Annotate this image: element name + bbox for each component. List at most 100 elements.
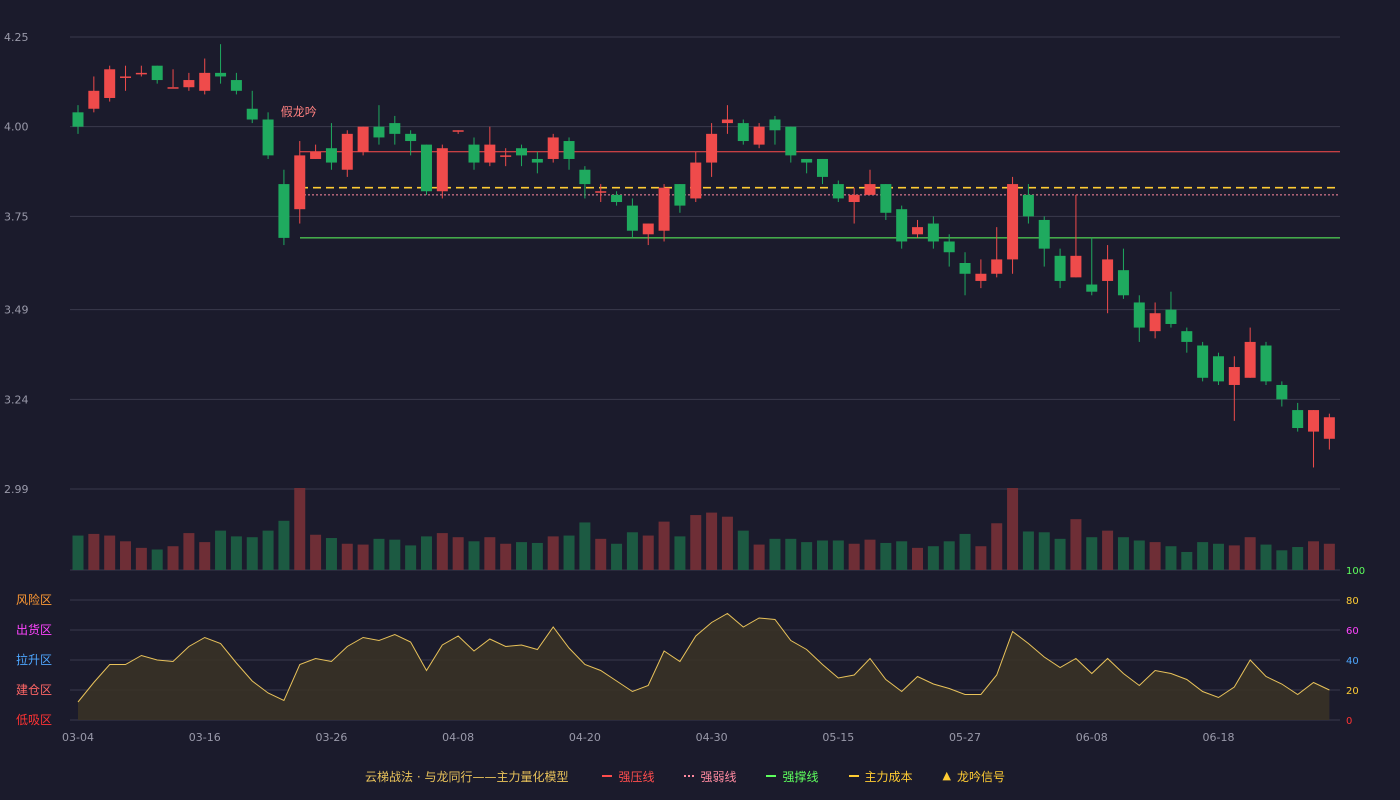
volume-bar [436,533,448,570]
date-tick-label: 03-04 [62,731,94,744]
candle-body [1165,309,1177,324]
signal-marker: 假龙吟 [281,104,317,119]
candle-body [721,119,733,124]
volume-bar [626,532,638,570]
candle [183,72,195,91]
candle [167,69,179,89]
candle-body [1323,417,1335,439]
candle [1133,295,1145,342]
candle [1276,381,1288,407]
candle [310,144,322,159]
volume-bar [563,535,575,570]
volume-bar [262,530,274,570]
candle [452,130,464,134]
candle-body [310,151,322,159]
candle [579,166,591,199]
candle [104,65,116,102]
candle-body [753,126,765,145]
legend-item-weak-line[interactable]: 强弱线 [684,768,736,785]
candle-body [452,130,464,132]
candle-body [690,162,702,199]
candle-body [104,69,116,98]
volume-bar [357,544,369,570]
candle-body [658,187,670,231]
legend-item-strong-support[interactable]: 强撑线 [766,768,819,785]
candle-body [1086,284,1098,292]
candle-body [801,158,813,163]
candle [151,65,163,84]
price-tick-label: 3.75 [4,210,29,223]
candle [864,169,876,195]
legend-item-signal[interactable]: ▲ 龙吟信号 [943,768,1005,785]
volume-bar [341,543,353,570]
volume-bar [72,535,84,570]
line-icon [766,775,777,777]
candles [72,44,1335,468]
indicator-area [78,613,1330,720]
candle [516,144,528,167]
candle-body [816,158,828,177]
volume-bar [278,520,290,570]
volume-bar [104,535,116,570]
candle-body [706,133,718,163]
indicator-line [77,612,1330,703]
candle [721,105,733,134]
volume-bar [151,549,163,570]
volume-bar [420,536,432,570]
candle-body [120,76,132,78]
candle-body [1149,313,1161,332]
price-tick-label: 4.00 [4,121,29,134]
volume-bar [484,537,496,570]
volume-bars [72,488,1335,570]
date-tick-label: 04-30 [696,731,728,744]
candle [199,58,211,95]
candle-body [1197,345,1209,378]
volume-bar [325,538,337,570]
volume-bar [1228,545,1240,570]
candle [927,216,939,249]
candle [357,126,369,156]
price-grid [70,36,1340,721]
candle-body [1007,184,1019,260]
candle [531,151,543,174]
date-axis: 03-04 03-16 03-26 04-08 04-20 04-30 05-15 05-27… [62,731,1234,744]
volume-bar [1212,543,1224,570]
candle-body [674,184,686,206]
candle [1181,327,1193,353]
candle-body [611,194,623,203]
candle [1228,356,1240,421]
signal-label: 假龙吟 [281,104,317,119]
volume-bar [927,546,939,570]
legend-item-strong-pressure[interactable]: 强压线 [602,768,654,785]
candle [1149,302,1161,339]
volume-bar [120,541,132,570]
candle [1260,341,1272,385]
price-tick-label: 2.99 [4,483,29,496]
volume-bar [737,530,749,570]
price-axis: 4.25 4.00 3.75 3.49 3.24 2.99 [4,31,29,496]
candle-body [912,227,924,235]
candle-body [151,65,163,81]
candle [468,137,480,170]
candle-body [262,119,274,156]
volume-bar [183,533,195,570]
candle [674,184,686,213]
price-tick-label: 3.49 [4,304,29,317]
volume-bar [706,512,718,570]
candle [1102,245,1114,314]
indicator-tick-label: 60 [1346,626,1359,637]
volume-bar [1102,530,1114,570]
legend-label: 龙吟信号 [956,769,1005,784]
volume-bar [310,534,322,570]
candle-body [595,191,607,193]
candle [1323,413,1335,450]
volume-bar [1149,542,1161,570]
date-tick-label: 05-15 [822,731,854,744]
volume-bar [674,536,686,570]
volume-bar [294,488,306,570]
candle-body [547,137,559,159]
volume-bar [1165,546,1177,570]
candle-body [167,87,179,89]
candle-body [500,155,512,157]
legend-item-main-cost[interactable]: 主力成本 [848,768,913,785]
